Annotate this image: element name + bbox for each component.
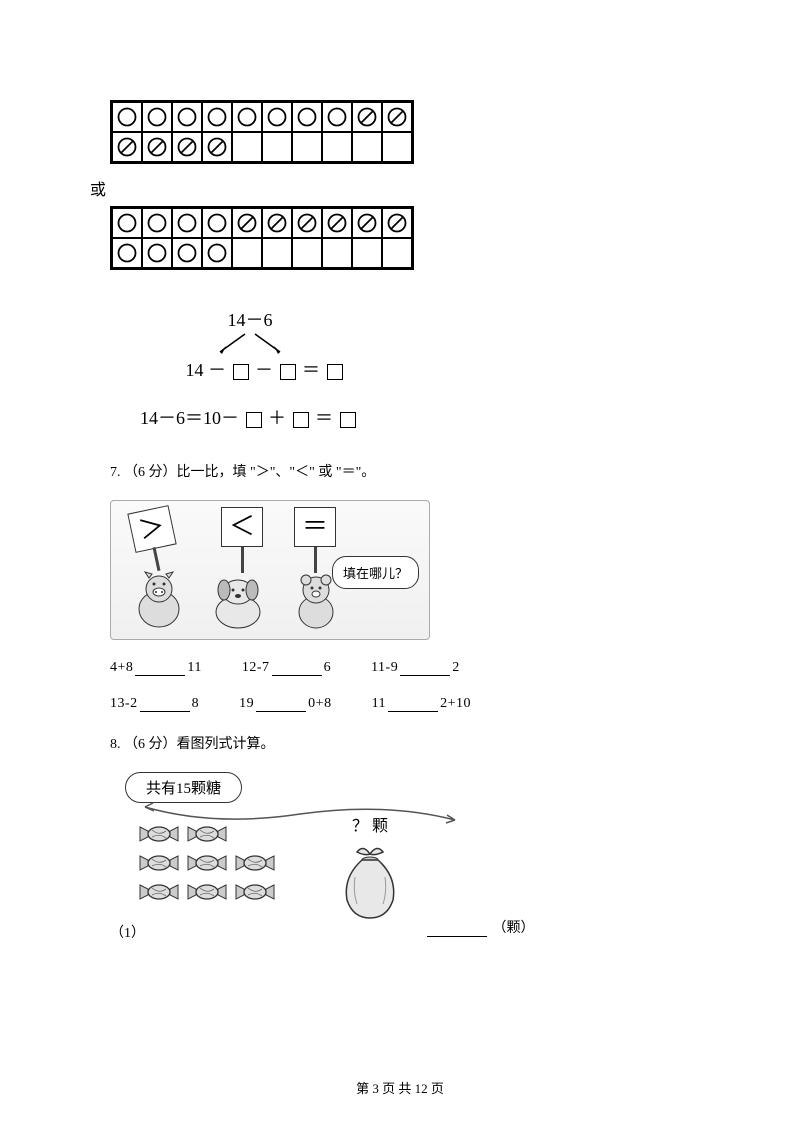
grid-cell bbox=[202, 102, 232, 132]
grid-cell bbox=[232, 132, 262, 162]
subitem-number: （1） bbox=[110, 922, 145, 942]
comparison-item: 112+10 bbox=[372, 696, 471, 712]
grid-cell bbox=[292, 132, 322, 162]
grid-cell bbox=[172, 132, 202, 162]
or-label: 或 bbox=[90, 176, 690, 200]
candy-icon bbox=[138, 824, 180, 849]
comparison-item: 4+811 bbox=[110, 660, 202, 676]
grid-cell bbox=[112, 102, 142, 132]
grid-cell bbox=[352, 238, 382, 268]
compare-input[interactable] bbox=[272, 662, 322, 676]
candy-icon bbox=[186, 824, 228, 849]
grid-cell bbox=[352, 132, 382, 162]
compare-input[interactable] bbox=[256, 698, 306, 712]
dog-icon bbox=[206, 564, 271, 634]
expr-box[interactable] bbox=[233, 364, 249, 380]
grid-cell bbox=[352, 208, 382, 238]
comparison-rows: 4+811 12-76 11-92 13-28 190+8 112+10 bbox=[110, 660, 690, 712]
expr-box[interactable] bbox=[293, 412, 309, 428]
sign-gt: ＞ bbox=[127, 505, 176, 553]
bag-label: ？ 颗 bbox=[335, 812, 405, 836]
compare-input[interactable] bbox=[135, 662, 185, 676]
comparison-item: 190+8 bbox=[239, 696, 331, 712]
bag-icon bbox=[335, 842, 405, 922]
candies-group bbox=[135, 822, 295, 909]
expression-block: 14－6 14 － － ＝ 14－6＝10－ ＋ ＝ bbox=[160, 306, 690, 430]
candy-icon bbox=[138, 853, 180, 878]
circle-grid-1 bbox=[110, 100, 414, 164]
answer-blank: （颗） bbox=[425, 917, 535, 937]
grid-cell bbox=[352, 102, 382, 132]
expr-box[interactable] bbox=[280, 364, 296, 380]
grid-cell bbox=[322, 238, 352, 268]
grid-cell bbox=[322, 102, 352, 132]
expr-box[interactable] bbox=[327, 364, 343, 380]
grid-cell bbox=[142, 208, 172, 238]
grid-cell bbox=[262, 238, 292, 268]
expr-equals: ＝ bbox=[302, 360, 320, 380]
answer-input[interactable] bbox=[427, 923, 487, 937]
comparison-item: 12-76 bbox=[242, 660, 331, 676]
grid-cell bbox=[202, 208, 232, 238]
grid-cell bbox=[292, 102, 322, 132]
grid-cell bbox=[112, 208, 142, 238]
candy-icon bbox=[234, 853, 276, 878]
q8-label: 8. （6 分）看图列式计算。 bbox=[110, 732, 690, 757]
grid-cell bbox=[232, 102, 262, 132]
bag-area: ？ 颗 bbox=[335, 812, 405, 927]
expr-box[interactable] bbox=[246, 412, 262, 428]
candy-banner: 共有15颗糖 bbox=[125, 772, 242, 803]
pig-icon bbox=[129, 564, 189, 634]
compare-input[interactable] bbox=[388, 698, 438, 712]
grid-cell bbox=[232, 208, 262, 238]
grid-cell bbox=[382, 132, 412, 162]
sign-lt: ＜ bbox=[221, 507, 263, 547]
grid-cell bbox=[112, 238, 142, 268]
candy-icon bbox=[186, 853, 228, 878]
sign-eq: ＝ bbox=[294, 507, 336, 547]
grid-cell bbox=[322, 208, 352, 238]
expr-top: 14－6 bbox=[228, 310, 273, 330]
page-footer: 第 3 页 共 12 页 bbox=[0, 1078, 800, 1097]
compare-input[interactable] bbox=[400, 662, 450, 676]
grid-cell bbox=[172, 238, 202, 268]
grid-cell bbox=[232, 238, 262, 268]
grid-cell bbox=[262, 132, 292, 162]
grid-cell bbox=[112, 132, 142, 162]
circle-grid-2 bbox=[110, 206, 414, 270]
grid-cell bbox=[202, 132, 232, 162]
expr-box[interactable] bbox=[340, 412, 356, 428]
grid-cell bbox=[382, 238, 412, 268]
grid-cell bbox=[262, 102, 292, 132]
grid-cell bbox=[142, 238, 172, 268]
q7-illustration: ＞ ＜ ＝ 填在哪儿？ bbox=[110, 500, 430, 640]
candy-icon bbox=[186, 882, 228, 907]
grid-cell bbox=[142, 132, 172, 162]
answer-unit: （颗） bbox=[493, 921, 535, 936]
expr-plus: ＋ bbox=[268, 408, 286, 428]
speech-bubble: 填在哪儿？ bbox=[332, 556, 419, 589]
grid-cell bbox=[202, 238, 232, 268]
grid-cell bbox=[322, 132, 352, 162]
comparison-item: 13-28 bbox=[110, 696, 199, 712]
candy-icon bbox=[234, 882, 276, 907]
grid-cell bbox=[382, 208, 412, 238]
grid-cell bbox=[262, 208, 292, 238]
grid-cell bbox=[292, 238, 322, 268]
q7-label: 7. （6 分）比一比，填 "＞"、"＜" 或 "＝"。 bbox=[110, 460, 690, 485]
grid-cell bbox=[172, 208, 202, 238]
grid-cell bbox=[292, 208, 322, 238]
grid-cell bbox=[142, 102, 172, 132]
grid-cell bbox=[172, 102, 202, 132]
comparison-item: 11-92 bbox=[371, 660, 460, 676]
q8-figure: 共有15颗糖 ？ 颗 （1） （颗） bbox=[125, 772, 690, 952]
candy-icon bbox=[138, 882, 180, 907]
expr-equals-2: ＝ bbox=[315, 408, 333, 428]
expr-mid-prefix: 14 － bbox=[186, 360, 227, 380]
compare-input[interactable] bbox=[140, 698, 190, 712]
grid-cell bbox=[382, 102, 412, 132]
expr-bottom-prefix: 14－6＝10－ bbox=[140, 408, 239, 428]
